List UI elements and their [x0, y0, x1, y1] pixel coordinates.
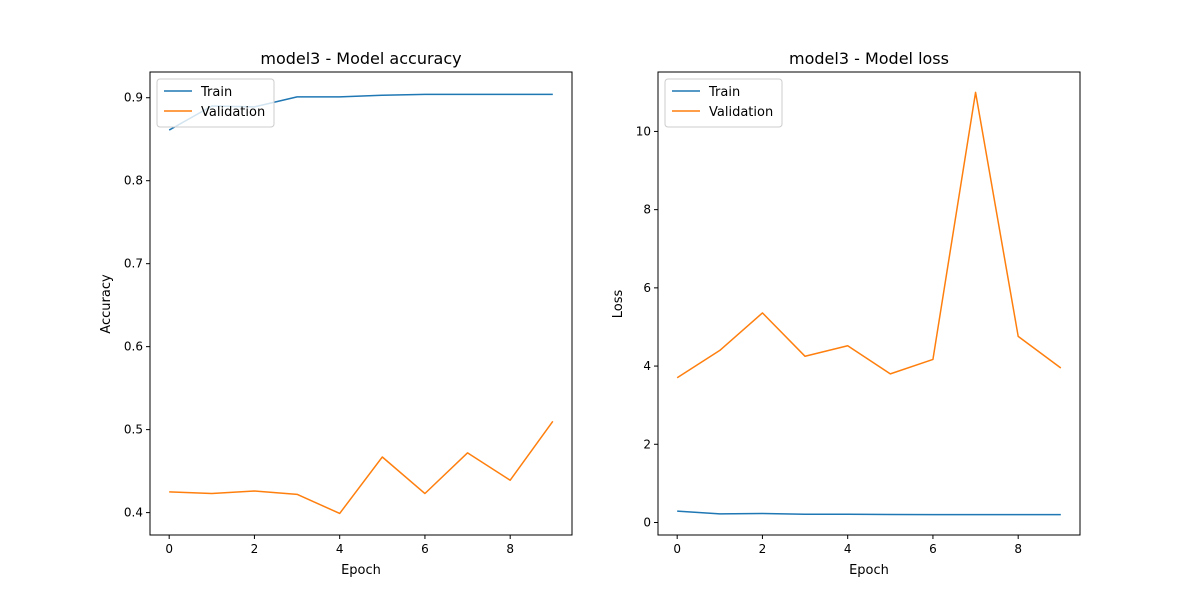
accuracy-x-tick-label: 8	[506, 542, 514, 556]
loss-y-tick-label: 6	[643, 281, 651, 295]
loss-y-tick-label: 10	[636, 124, 651, 138]
loss-legend-label-train: Train	[708, 85, 740, 100]
loss-x-tick-label: 0	[673, 542, 681, 556]
accuracy-y-tick-label: 0.8	[124, 174, 143, 188]
accuracy-x-tick-label: 2	[251, 542, 259, 556]
accuracy-legend-label-train: Train	[200, 85, 232, 100]
accuracy-x-tick-label: 6	[421, 542, 429, 556]
accuracy-x-axis-label: Epoch	[341, 563, 381, 578]
accuracy-legend-label-validation: Validation	[201, 105, 265, 120]
loss-chart-title: model3 - Model loss	[789, 49, 949, 68]
accuracy-chart-title: model3 - Model accuracy	[260, 49, 461, 68]
accuracy-y-tick-label: 0.9	[124, 91, 143, 105]
accuracy-legend: Train Validation	[156, 78, 275, 128]
loss-y-tick-label: 2	[643, 437, 651, 451]
accuracy-y-tick-label: 0.7	[124, 257, 143, 271]
loss-x-axis-label: Epoch	[849, 563, 889, 578]
accuracy-y-tick-label: 0.6	[124, 340, 143, 354]
loss-legend-label-validation: Validation	[709, 105, 773, 120]
loss-y-tick-label: 4	[643, 359, 651, 373]
loss-x-tick-label: 8	[1014, 542, 1022, 556]
accuracy-x-tick-label: 4	[336, 542, 344, 556]
loss-series-train-line	[677, 510, 1061, 516]
loss-axes-frame	[657, 71, 1081, 536]
loss-legend: Train Validation	[664, 78, 783, 128]
accuracy-subplot: model3 - Model accuracy Epoch Accuracy 0…	[99, 49, 573, 578]
loss-subplot: model3 - Model loss Epoch Loss 0 2 4 6 8 0 2 4 6…	[611, 49, 1081, 578]
accuracy-x-tick-label: 0	[165, 542, 173, 556]
accuracy-axes-frame	[149, 71, 573, 536]
loss-x-tick-label: 2	[759, 542, 767, 556]
accuracy-y-tick-label: 0.5	[124, 423, 143, 437]
loss-y-tick-label: 8	[643, 203, 651, 217]
loss-y-tick-label: 0	[643, 515, 651, 529]
accuracy-y-axis-label: Accuracy	[99, 274, 114, 334]
loss-x-tick-label: 6	[929, 542, 937, 556]
loss-y-axis-label: Loss	[611, 290, 626, 319]
loss-x-tick-label: 4	[844, 542, 852, 556]
accuracy-y-tick-label: 0.4	[124, 506, 143, 520]
accuracy-series-validation-line	[169, 420, 554, 515]
loss-series-validation-line	[676, 91, 1062, 379]
